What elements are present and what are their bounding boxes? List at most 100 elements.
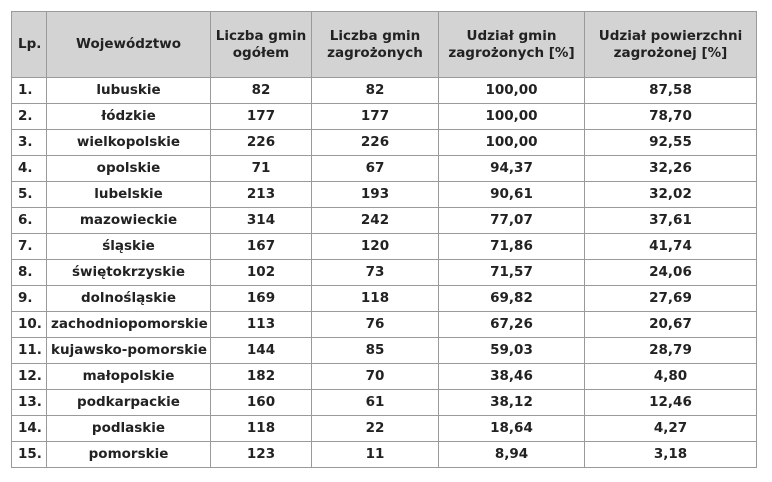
cell-liczba-zagrozonych: 76 [311, 311, 439, 338]
cell-wojewodztwo: zachodniopomorskie [46, 311, 211, 338]
table-header-row: Lp. Województwo Liczba gmin ogółem Liczb… [11, 11, 757, 78]
cell-liczba-gmin: 160 [210, 389, 312, 416]
cell-lp: 3. [11, 129, 47, 156]
table-row: 9. dolnośląskie 169 118 69,82 27,69 [11, 285, 757, 312]
cell-udzial-gmin: 67,26 [438, 311, 585, 338]
cell-wojewodztwo: opolskie [46, 155, 211, 182]
cell-lp: 8. [11, 259, 47, 286]
cell-udzial-gmin: 100,00 [438, 77, 585, 104]
cell-lp: 15. [11, 441, 47, 468]
header-udzial-gmin: Udział gmin zagrożonych [%] [438, 11, 585, 78]
cell-udzial-powierzchni: 12,46 [584, 389, 757, 416]
cell-udzial-gmin: 100,00 [438, 129, 585, 156]
cell-liczba-gmin: 144 [210, 337, 312, 364]
table-row: 4. opolskie 71 67 94,37 32,26 [11, 155, 757, 182]
cell-lp: 12. [11, 363, 47, 390]
table-row: 8. świętokrzyskie 102 73 71,57 24,06 [11, 259, 757, 286]
cell-wojewodztwo: łódzkie [46, 103, 211, 130]
table-row: 7. śląskie 167 120 71,86 41,74 [11, 233, 757, 260]
cell-liczba-gmin: 167 [210, 233, 312, 260]
cell-udzial-powierzchni: 24,06 [584, 259, 757, 286]
cell-lp: 11. [11, 337, 47, 364]
cell-udzial-powierzchni: 32,02 [584, 181, 757, 208]
table-row: 10. zachodniopomorskie 113 76 67,26 20,67 [11, 311, 757, 338]
cell-udzial-powierzchni: 3,18 [584, 441, 757, 468]
cell-wojewodztwo: podlaskie [46, 415, 211, 442]
cell-lp: 6. [11, 207, 47, 234]
cell-wojewodztwo: podkarpackie [46, 389, 211, 416]
cell-liczba-zagrozonych: 118 [311, 285, 439, 312]
header-wojewodztwo: Województwo [46, 11, 211, 78]
cell-liczba-zagrozonych: 73 [311, 259, 439, 286]
table-row: 3. wielkopolskie 226 226 100,00 92,55 [11, 129, 757, 156]
cell-udzial-gmin: 59,03 [438, 337, 585, 364]
cell-liczba-gmin: 177 [210, 103, 312, 130]
cell-wojewodztwo: małopolskie [46, 363, 211, 390]
cell-liczba-gmin: 169 [210, 285, 312, 312]
cell-liczba-gmin: 314 [210, 207, 312, 234]
table-row: 15. pomorskie 123 11 8,94 3,18 [11, 441, 757, 468]
cell-udzial-powierzchni: 37,61 [584, 207, 757, 234]
cell-liczba-gmin: 226 [210, 129, 312, 156]
cell-liczba-gmin: 113 [210, 311, 312, 338]
cell-liczba-zagrozonych: 193 [311, 181, 439, 208]
cell-liczba-zagrozonych: 242 [311, 207, 439, 234]
header-lp: Lp. [11, 11, 47, 78]
table-row: 2. łódzkie 177 177 100,00 78,70 [11, 103, 757, 130]
cell-liczba-zagrozonych: 82 [311, 77, 439, 104]
table-row: 11. kujawsko-pomorskie 144 85 59,03 28,79 [11, 337, 757, 364]
cell-lp: 4. [11, 155, 47, 182]
header-liczba-gmin: Liczba gmin ogółem [210, 11, 312, 78]
cell-lp: 10. [11, 311, 47, 338]
cell-udzial-powierzchni: 4,80 [584, 363, 757, 390]
cell-liczba-gmin: 213 [210, 181, 312, 208]
table-row: 6. mazowieckie 314 242 77,07 37,61 [11, 207, 757, 234]
cell-wojewodztwo: kujawsko-pomorskie [46, 337, 211, 364]
cell-liczba-gmin: 118 [210, 415, 312, 442]
cell-liczba-gmin: 71 [210, 155, 312, 182]
cell-liczba-zagrozonych: 70 [311, 363, 439, 390]
table-row: 14. podlaskie 118 22 18,64 4,27 [11, 415, 757, 442]
table-row: 1. lubuskie 82 82 100,00 87,58 [11, 77, 757, 104]
header-udzial-powierzchni: Udział powierzchni zagrożonej [%] [584, 11, 757, 78]
cell-wojewodztwo: pomorskie [46, 441, 211, 468]
cell-wojewodztwo: mazowieckie [46, 207, 211, 234]
cell-lp: 9. [11, 285, 47, 312]
cell-liczba-gmin: 182 [210, 363, 312, 390]
cell-lp: 7. [11, 233, 47, 260]
cell-liczba-zagrozonych: 85 [311, 337, 439, 364]
cell-udzial-gmin: 71,57 [438, 259, 585, 286]
cell-udzial-gmin: 71,86 [438, 233, 585, 260]
cell-udzial-powierzchni: 87,58 [584, 77, 757, 104]
cell-wojewodztwo: lubelskie [46, 181, 211, 208]
cell-liczba-zagrozonych: 61 [311, 389, 439, 416]
cell-udzial-powierzchni: 92,55 [584, 129, 757, 156]
cell-wojewodztwo: wielkopolskie [46, 129, 211, 156]
cell-udzial-gmin: 90,61 [438, 181, 585, 208]
table-row: 5. lubelskie 213 193 90,61 32,02 [11, 181, 757, 208]
cell-wojewodztwo: lubuskie [46, 77, 211, 104]
cell-liczba-zagrozonych: 22 [311, 415, 439, 442]
cell-udzial-gmin: 38,12 [438, 389, 585, 416]
cell-udzial-powierzchni: 32,26 [584, 155, 757, 182]
cell-udzial-powierzchni: 41,74 [584, 233, 757, 260]
cell-liczba-zagrozonych: 11 [311, 441, 439, 468]
cell-wojewodztwo: śląskie [46, 233, 211, 260]
cell-udzial-gmin: 8,94 [438, 441, 585, 468]
cell-udzial-powierzchni: 78,70 [584, 103, 757, 130]
cell-lp: 5. [11, 181, 47, 208]
cell-udzial-gmin: 18,64 [438, 415, 585, 442]
cell-liczba-gmin: 102 [210, 259, 312, 286]
cell-udzial-gmin: 100,00 [438, 103, 585, 130]
cell-lp: 2. [11, 103, 47, 130]
cell-udzial-gmin: 69,82 [438, 285, 585, 312]
cell-liczba-zagrozonych: 177 [311, 103, 439, 130]
cell-wojewodztwo: dolnośląskie [46, 285, 211, 312]
cell-lp: 13. [11, 389, 47, 416]
cell-udzial-gmin: 38,46 [438, 363, 585, 390]
cell-wojewodztwo: świętokrzyskie [46, 259, 211, 286]
data-table: Lp. Województwo Liczba gmin ogółem Liczb… [11, 11, 757, 468]
cell-liczba-gmin: 82 [210, 77, 312, 104]
table-row: 12. małopolskie 182 70 38,46 4,80 [11, 363, 757, 390]
cell-liczba-gmin: 123 [210, 441, 312, 468]
